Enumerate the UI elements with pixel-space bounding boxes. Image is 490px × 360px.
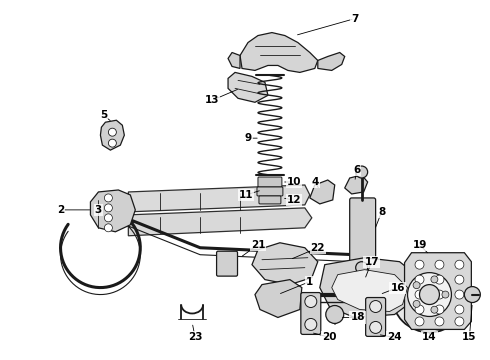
Circle shape	[419, 285, 440, 305]
Circle shape	[442, 291, 449, 298]
Text: 15: 15	[462, 332, 477, 342]
Circle shape	[104, 214, 112, 222]
Circle shape	[223, 264, 230, 271]
Circle shape	[326, 306, 343, 323]
Circle shape	[369, 301, 382, 312]
Polygon shape	[228, 72, 268, 102]
Circle shape	[413, 282, 420, 289]
Circle shape	[435, 317, 444, 326]
Text: 20: 20	[322, 332, 337, 342]
Polygon shape	[332, 270, 408, 311]
Circle shape	[108, 128, 116, 136]
Text: 2: 2	[57, 205, 64, 215]
Polygon shape	[405, 253, 471, 329]
Circle shape	[415, 275, 424, 284]
Circle shape	[465, 287, 480, 302]
FancyBboxPatch shape	[217, 251, 238, 276]
Text: 18: 18	[350, 312, 365, 323]
Circle shape	[369, 321, 382, 333]
Polygon shape	[310, 180, 335, 204]
Polygon shape	[252, 243, 318, 285]
Circle shape	[435, 260, 444, 269]
FancyBboxPatch shape	[257, 187, 283, 196]
Circle shape	[435, 275, 444, 284]
Circle shape	[108, 139, 116, 147]
Text: 1: 1	[306, 276, 314, 287]
Circle shape	[305, 296, 317, 307]
FancyBboxPatch shape	[350, 198, 376, 267]
Text: 7: 7	[351, 14, 358, 24]
Text: 8: 8	[378, 207, 385, 217]
Polygon shape	[128, 208, 312, 236]
Circle shape	[356, 262, 368, 274]
Circle shape	[223, 254, 230, 261]
Text: 19: 19	[412, 240, 427, 250]
FancyBboxPatch shape	[366, 298, 386, 336]
Polygon shape	[100, 120, 124, 150]
Circle shape	[431, 276, 438, 283]
Polygon shape	[240, 32, 318, 72]
FancyBboxPatch shape	[258, 177, 282, 187]
Circle shape	[104, 204, 112, 212]
FancyBboxPatch shape	[259, 196, 281, 204]
Polygon shape	[228, 53, 240, 68]
Text: 10: 10	[287, 177, 301, 187]
Circle shape	[455, 275, 464, 284]
FancyBboxPatch shape	[301, 293, 321, 334]
Polygon shape	[345, 175, 368, 194]
Circle shape	[455, 305, 464, 314]
Text: 22: 22	[311, 243, 325, 253]
Text: 14: 14	[422, 332, 437, 342]
Circle shape	[104, 194, 112, 202]
Text: 16: 16	[391, 283, 405, 293]
Text: 24: 24	[387, 332, 402, 342]
Circle shape	[435, 305, 444, 314]
Circle shape	[431, 306, 438, 313]
Polygon shape	[255, 280, 302, 318]
Text: 9: 9	[245, 133, 251, 143]
Circle shape	[356, 166, 368, 178]
Circle shape	[104, 224, 112, 232]
Text: 17: 17	[365, 257, 379, 267]
Circle shape	[392, 257, 467, 332]
Circle shape	[413, 301, 420, 307]
Circle shape	[415, 305, 424, 314]
Circle shape	[408, 273, 451, 316]
Text: 4: 4	[311, 177, 318, 187]
Circle shape	[415, 290, 424, 299]
Text: 3: 3	[95, 205, 102, 215]
Text: 23: 23	[188, 332, 202, 342]
Text: 13: 13	[205, 95, 220, 105]
Text: 6: 6	[353, 165, 360, 175]
Text: 21: 21	[251, 240, 265, 250]
Polygon shape	[128, 185, 310, 212]
Polygon shape	[320, 258, 419, 318]
Circle shape	[415, 317, 424, 326]
Polygon shape	[91, 190, 135, 232]
Text: 12: 12	[287, 195, 301, 205]
Circle shape	[455, 290, 464, 299]
Circle shape	[415, 260, 424, 269]
Polygon shape	[318, 53, 345, 71]
Text: 11: 11	[239, 190, 253, 200]
Circle shape	[305, 319, 317, 330]
Text: 5: 5	[100, 110, 107, 120]
Circle shape	[455, 260, 464, 269]
Circle shape	[435, 290, 444, 299]
Circle shape	[455, 317, 464, 326]
